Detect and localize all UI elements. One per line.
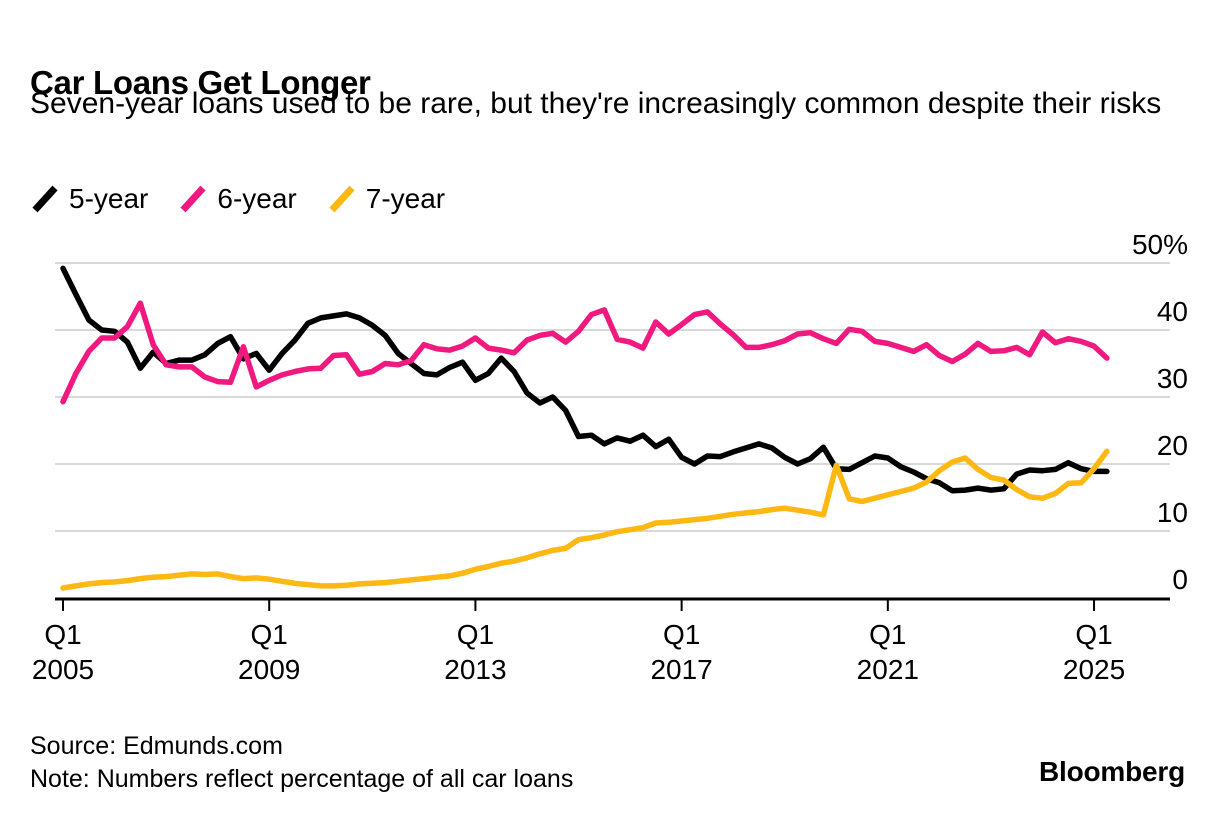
series-line-6-year [60,300,1110,405]
legend-swatch-7-year-icon [329,185,355,213]
chart-subtitle: Seven-year loans used to be rare, but th… [30,87,1162,120]
legend-swatch-5-year-icon [32,185,58,213]
chart-title: Car Loans Get Longer [30,64,371,102]
legend-swatch-6-year-icon [180,185,206,213]
y-axis-label-20: 20 [1157,430,1188,461]
y-axis-label-50: 50% [1132,229,1188,260]
series-line-7-year [60,448,1110,591]
x-axis-label-quarter-2009: Q1 [251,619,288,650]
x-axis-label-quarter-2005: Q1 [44,619,81,650]
y-axis-label-40: 40 [1157,296,1188,327]
x-axis-label-year-2021: 2021 [857,654,919,685]
x-axis-label-quarter-2013: Q1 [457,619,494,650]
note-text: Note: Numbers reflect percentage of all … [30,765,574,793]
legend-label-6-year: 6-year [217,183,297,214]
bloomberg-logo: Bloomberg [1039,756,1185,787]
legend-item-5-year: 5-year [30,183,148,215]
legend: 5-year 6-year 7-year [30,183,445,215]
x-axis-label-year-2025: 2025 [1063,654,1125,685]
legend-item-7-year: 7-year [327,183,445,215]
x-axis-label-year-2013: 2013 [444,654,506,685]
x-axis-label-year-2009: 2009 [238,654,300,685]
source-text: Source: Edmunds.com [30,732,283,760]
y-axis-label-10: 10 [1157,497,1188,528]
x-axis-label-quarter-2021: Q1 [869,619,906,650]
legend-label-5-year: 5-year [69,183,149,214]
y-axis-label-0: 0 [1172,564,1188,595]
series-line-5-year [60,265,1110,494]
x-axis-label-quarter-2025: Q1 [1075,619,1112,650]
y-axis-label-30: 30 [1157,363,1188,394]
x-axis-label-year-2017: 2017 [650,654,712,685]
x-axis-label-quarter-2017: Q1 [663,619,700,650]
legend-item-6-year: 6-year [178,183,297,215]
x-axis-label-year-2005: 2005 [32,654,94,685]
footer: Source: Edmunds.com Note: Numbers reflec… [30,730,573,796]
legend-label-7-year: 7-year [365,183,446,214]
